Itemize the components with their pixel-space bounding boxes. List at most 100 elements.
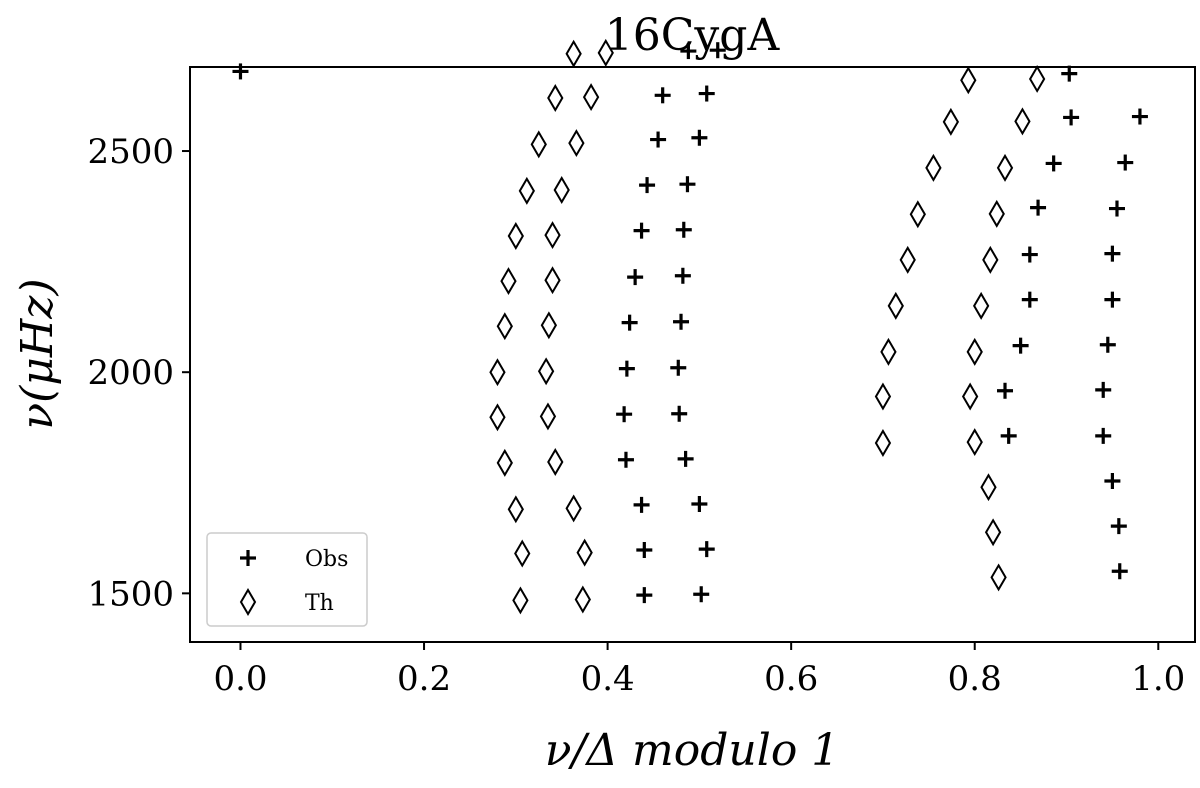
th-point: [539, 402, 557, 431]
obs-point: [232, 63, 249, 80]
th-point: [544, 221, 561, 250]
th-point: [507, 221, 524, 250]
obs-point: [1110, 518, 1127, 535]
legend-th-label: Th: [305, 591, 334, 616]
x-tick-label: 0.4: [581, 659, 635, 699]
th-point: [996, 153, 1014, 182]
th-point: [576, 538, 593, 567]
th-point: [925, 153, 942, 182]
th-point: [982, 245, 999, 274]
obs-point: [636, 587, 653, 604]
th-point: [568, 129, 585, 158]
th-point: [909, 200, 926, 229]
y-tick-label: 2500: [87, 132, 174, 172]
obs-point: [633, 222, 650, 239]
th-point: [961, 382, 979, 411]
y-axis-label: ν(μHz): [12, 278, 63, 429]
th-point: [496, 312, 513, 341]
th-point: [540, 311, 558, 340]
th-point: [565, 494, 582, 523]
obs-point: [679, 176, 696, 193]
obs-point: [1104, 473, 1121, 489]
y-tick-label: 1500: [87, 574, 174, 614]
th-point: [972, 291, 990, 320]
th-point: [547, 83, 564, 112]
legend-obs-label: Obs: [305, 547, 348, 572]
obs-point: [1063, 109, 1080, 126]
obs-point: [1021, 291, 1038, 308]
th-point: [874, 382, 892, 411]
th-point: [530, 130, 547, 159]
obs-point: [639, 177, 656, 194]
obs-point: [1117, 154, 1134, 171]
obs-point: [693, 586, 710, 603]
th-point: [899, 245, 916, 274]
obs-point: [997, 382, 1014, 399]
obs-point: [654, 87, 671, 104]
th-point: [489, 358, 506, 387]
th-point: [547, 447, 564, 476]
obs-point: [691, 129, 708, 146]
obs-point: [1104, 245, 1121, 262]
obs-point: [671, 405, 688, 422]
obs-point: [677, 450, 694, 467]
obs-point: [1045, 155, 1062, 172]
th-point: [880, 337, 897, 366]
th-point: [597, 38, 614, 67]
y-tick-label: 2000: [87, 353, 174, 393]
x-axis: 0.0 0.2 0.4 0.6 0.8 1.0: [213, 642, 1185, 699]
x-tick-label: 1.0: [1131, 659, 1185, 699]
obs-point: [1061, 65, 1078, 82]
obs-point: [698, 541, 715, 558]
x-tick-label: 0.6: [764, 659, 818, 699]
y-axis: 1500 2000 2500: [87, 132, 190, 614]
obs-point: [636, 542, 653, 558]
th-point: [514, 539, 531, 568]
th-point: [553, 175, 570, 204]
th-point: [1014, 107, 1031, 136]
obs-point: [709, 42, 726, 59]
th-point: [988, 199, 1005, 228]
obs-point: [670, 359, 687, 376]
obs-point: [633, 496, 650, 513]
obs-point: [650, 131, 667, 148]
obs-point: [1104, 291, 1121, 308]
obs-point: [1111, 563, 1128, 580]
obs-point: [1099, 336, 1116, 353]
th-point: [966, 428, 983, 457]
obs-point: [1000, 427, 1017, 444]
th-point: [1028, 64, 1046, 93]
x-tick-label: 0.8: [948, 659, 1002, 699]
obs-point: [616, 406, 633, 423]
obs-point: [618, 360, 635, 377]
th-point: [582, 83, 600, 112]
th-point: [574, 585, 591, 614]
obs-point: [1131, 108, 1148, 125]
th-point: [512, 586, 529, 615]
x-tick-label: 0.0: [213, 659, 267, 699]
x-axis-label: ν/Δ modulo 1: [545, 725, 840, 776]
obs-point: [698, 85, 715, 102]
obs-point: [1030, 199, 1047, 216]
th-point: [496, 448, 513, 477]
data-points: [232, 38, 1148, 615]
chart-title: 16CygA: [605, 10, 781, 61]
th-point: [544, 266, 561, 295]
obs-point: [673, 313, 690, 330]
obs-point: [1095, 427, 1112, 444]
obs-point: [621, 314, 638, 331]
obs-point: [617, 451, 634, 468]
th-point: [565, 39, 582, 68]
th-point: [887, 291, 904, 320]
obs-point: [1108, 200, 1125, 217]
obs-point: [1021, 246, 1038, 263]
legend-obs-marker: [240, 550, 256, 566]
obs-point: [1012, 337, 1029, 354]
obs-point: [680, 43, 697, 60]
th-point: [507, 495, 524, 524]
legend: Obs Th: [206, 532, 368, 627]
th-point: [942, 107, 960, 136]
th-point: [874, 428, 892, 457]
th-point: [960, 66, 977, 95]
